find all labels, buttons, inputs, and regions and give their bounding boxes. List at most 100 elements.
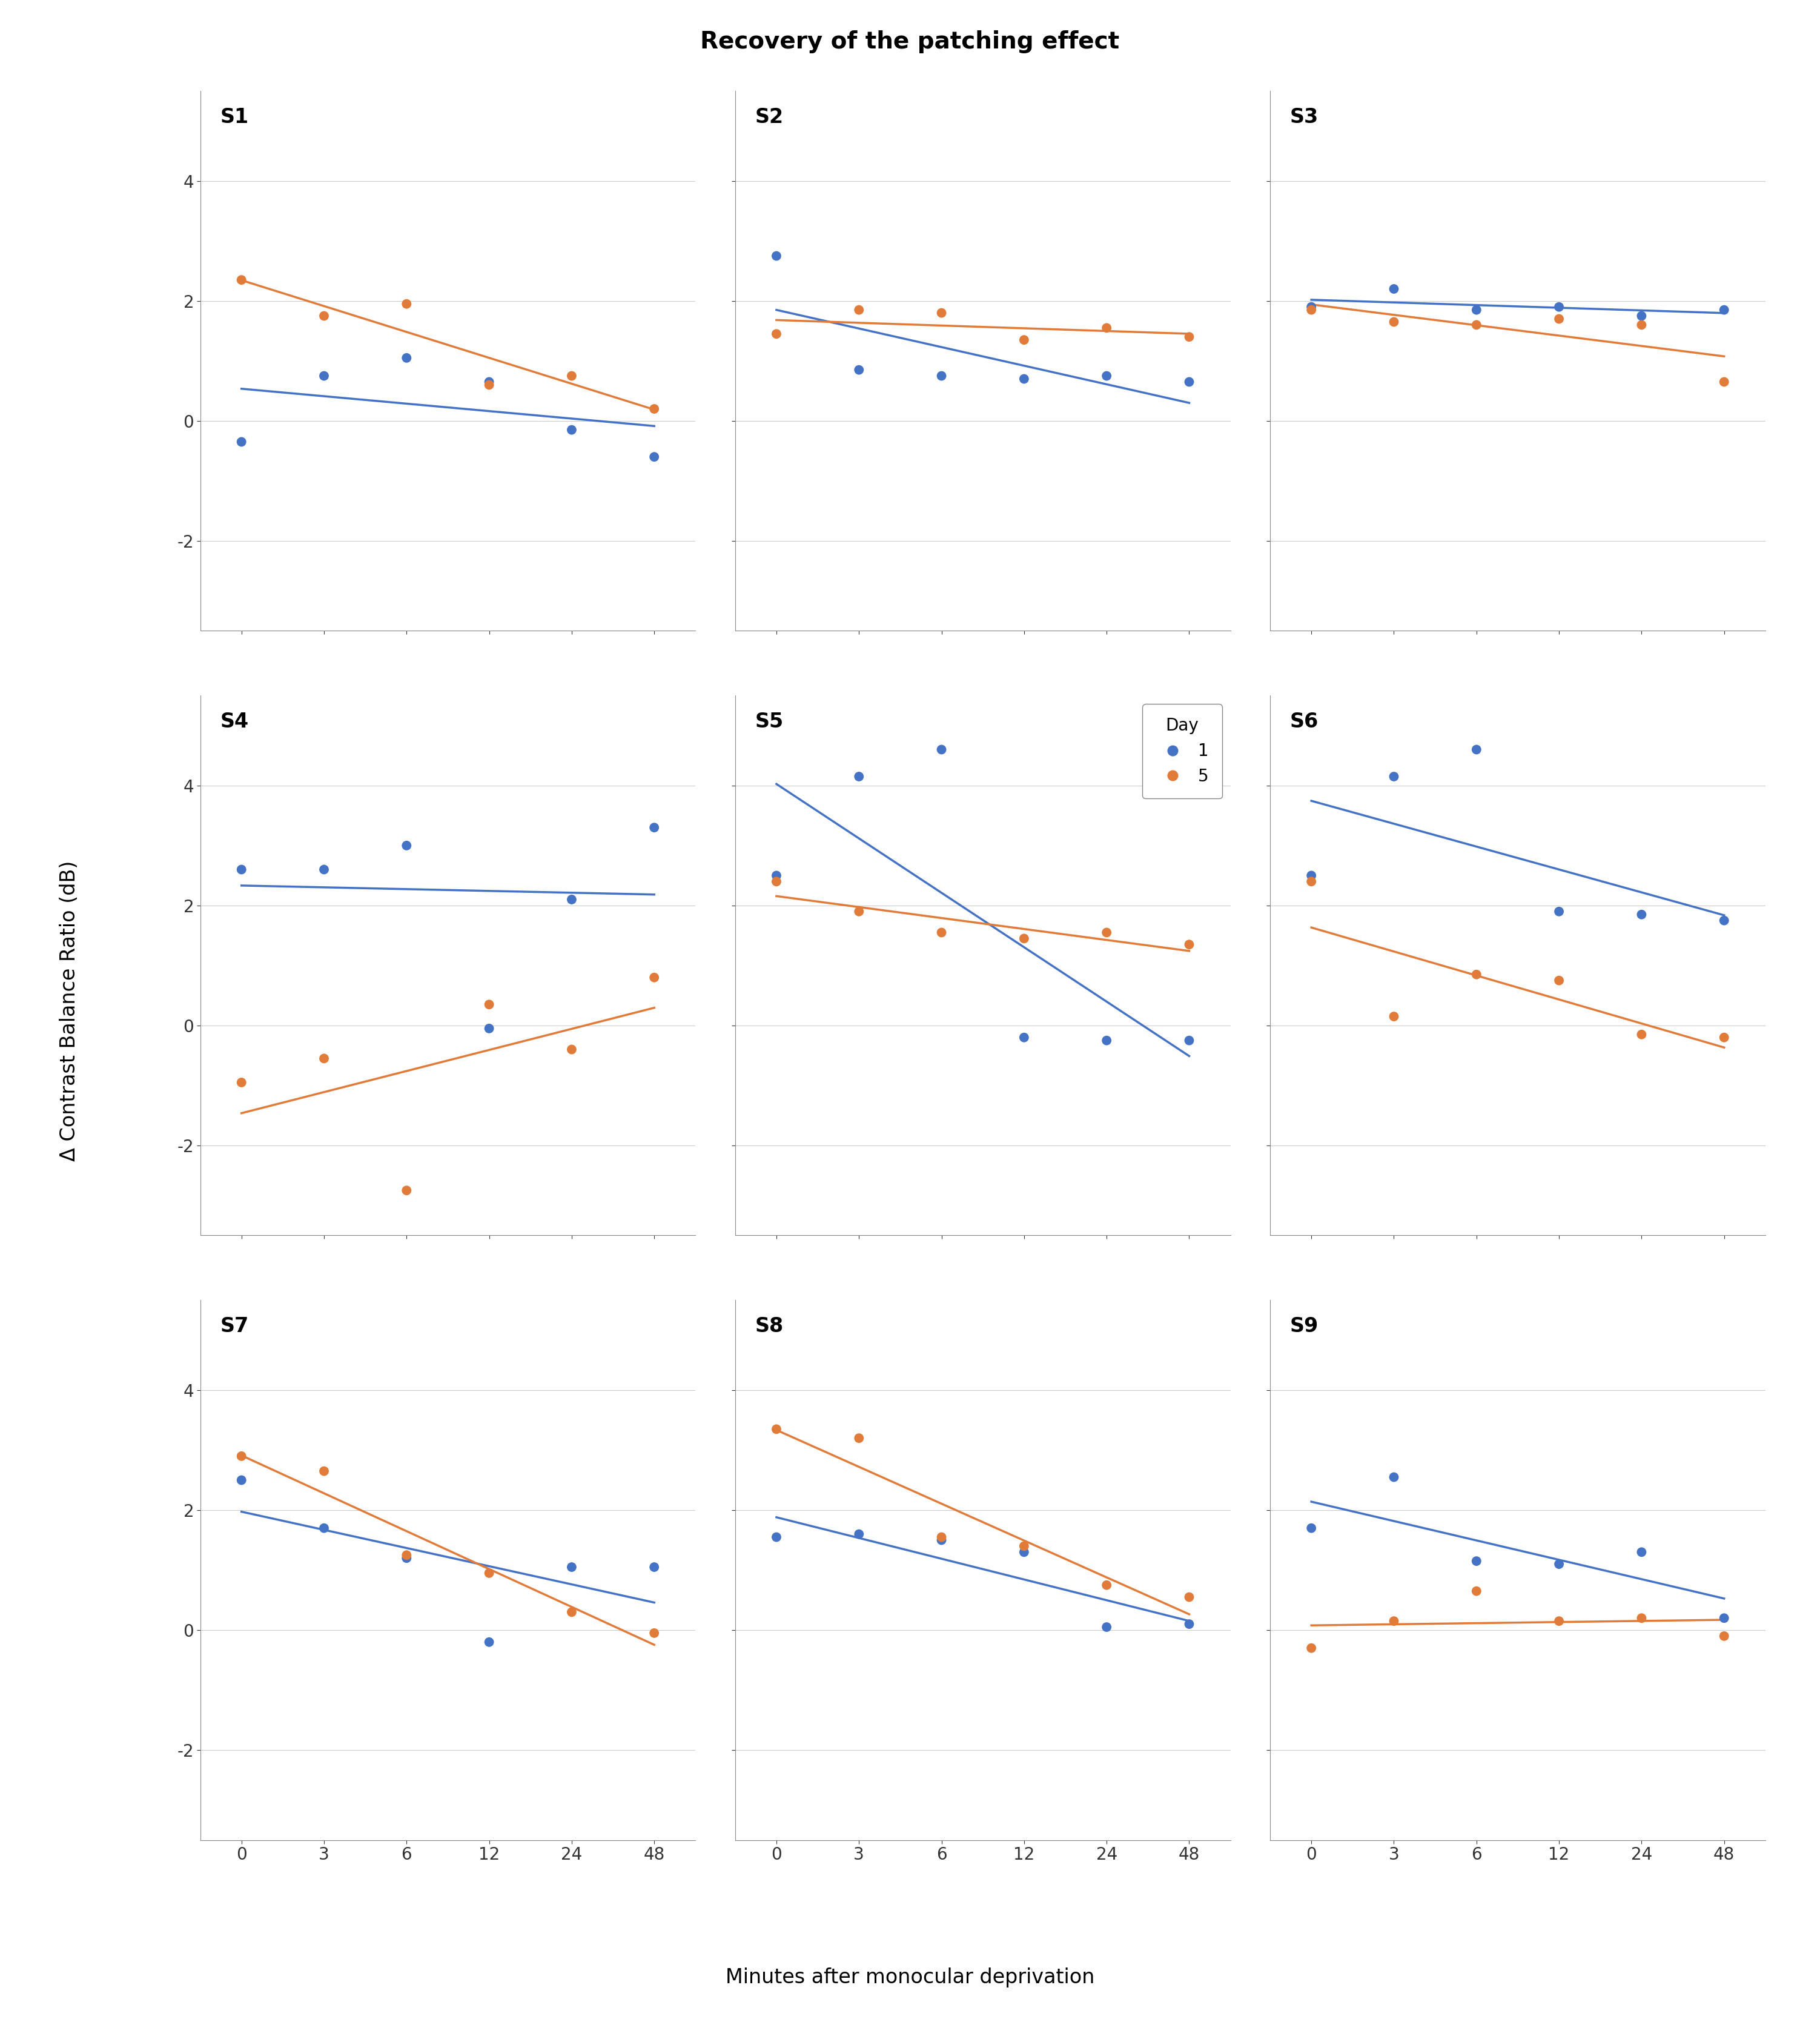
Point bbox=[1010, 922, 1039, 954]
Point bbox=[844, 293, 874, 326]
Point bbox=[1092, 360, 1121, 392]
Text: S1: S1 bbox=[220, 107, 249, 127]
Point bbox=[475, 1013, 504, 1045]
Point bbox=[557, 1033, 586, 1066]
Point bbox=[1380, 273, 1409, 305]
Point bbox=[844, 760, 874, 793]
Point bbox=[1092, 916, 1121, 948]
Point bbox=[1174, 1025, 1203, 1058]
Point bbox=[475, 368, 504, 400]
Point bbox=[1010, 1021, 1039, 1053]
Point bbox=[1174, 1607, 1203, 1640]
Point bbox=[1545, 303, 1574, 336]
Point bbox=[639, 811, 668, 843]
Point bbox=[844, 1519, 874, 1551]
Point bbox=[926, 1521, 956, 1553]
Point bbox=[1461, 1545, 1491, 1577]
Point bbox=[1627, 1019, 1656, 1051]
Point bbox=[763, 1413, 792, 1446]
Point bbox=[1298, 1512, 1327, 1545]
Point bbox=[1298, 291, 1327, 324]
Point bbox=[1545, 1605, 1574, 1638]
Point bbox=[1174, 321, 1203, 354]
Point bbox=[1380, 305, 1409, 338]
Point bbox=[763, 1521, 792, 1553]
Point bbox=[1380, 1001, 1409, 1033]
Point bbox=[639, 392, 668, 425]
Point bbox=[228, 1440, 257, 1472]
Point bbox=[309, 1512, 339, 1545]
Text: S5: S5 bbox=[755, 712, 784, 732]
Text: Recovery of the patching effect: Recovery of the patching effect bbox=[701, 30, 1119, 53]
Point bbox=[391, 1175, 420, 1207]
Point bbox=[228, 263, 257, 295]
Point bbox=[844, 354, 874, 386]
Point bbox=[844, 896, 874, 928]
Point bbox=[475, 989, 504, 1021]
Point bbox=[1627, 309, 1656, 342]
Point bbox=[926, 734, 956, 766]
Point bbox=[1010, 362, 1039, 394]
Text: S3: S3 bbox=[1290, 107, 1318, 127]
Point bbox=[1010, 1537, 1039, 1569]
Point bbox=[228, 1066, 257, 1098]
Text: S4: S4 bbox=[220, 712, 249, 732]
Point bbox=[1092, 1025, 1121, 1058]
Point bbox=[1092, 311, 1121, 344]
Point bbox=[1709, 1021, 1738, 1053]
Point bbox=[1461, 293, 1491, 326]
Legend: 1, 5: 1, 5 bbox=[1143, 704, 1221, 799]
Point bbox=[391, 829, 420, 861]
Point bbox=[1174, 928, 1203, 960]
Text: S8: S8 bbox=[755, 1316, 784, 1337]
Text: S6: S6 bbox=[1290, 712, 1318, 732]
Point bbox=[1709, 904, 1738, 936]
Point bbox=[1380, 760, 1409, 793]
Point bbox=[1010, 324, 1039, 356]
Point bbox=[1380, 1462, 1409, 1494]
Point bbox=[763, 859, 792, 892]
Point bbox=[228, 1464, 257, 1496]
Point bbox=[228, 853, 257, 886]
Point bbox=[639, 441, 668, 473]
Point bbox=[639, 960, 668, 993]
Point bbox=[1174, 1581, 1203, 1614]
Point bbox=[557, 1595, 586, 1628]
Point bbox=[557, 1551, 586, 1583]
Point bbox=[1627, 898, 1656, 930]
Point bbox=[926, 916, 956, 948]
Point bbox=[475, 1626, 504, 1658]
Point bbox=[844, 1421, 874, 1454]
Point bbox=[557, 884, 586, 916]
Point bbox=[1461, 734, 1491, 766]
Point bbox=[1545, 1549, 1574, 1581]
Point bbox=[391, 1543, 420, 1575]
Point bbox=[391, 1539, 420, 1571]
Text: S7: S7 bbox=[220, 1316, 249, 1337]
Point bbox=[1545, 291, 1574, 324]
Point bbox=[309, 1041, 339, 1074]
Point bbox=[1545, 896, 1574, 928]
Point bbox=[1461, 1575, 1491, 1607]
Point bbox=[1298, 859, 1327, 892]
Point bbox=[926, 1525, 956, 1557]
Point bbox=[1627, 1601, 1656, 1634]
Point bbox=[1709, 293, 1738, 326]
Point bbox=[1092, 1569, 1121, 1601]
Point bbox=[1709, 1601, 1738, 1634]
Point bbox=[309, 853, 339, 886]
Point bbox=[557, 415, 586, 447]
Point bbox=[639, 1551, 668, 1583]
Point bbox=[391, 342, 420, 374]
Point bbox=[228, 427, 257, 459]
Point bbox=[1461, 309, 1491, 342]
Text: S9: S9 bbox=[1290, 1316, 1318, 1337]
Point bbox=[475, 1557, 504, 1589]
Point bbox=[1380, 1605, 1409, 1638]
Point bbox=[763, 317, 792, 350]
Point bbox=[1010, 1531, 1039, 1563]
Point bbox=[1709, 1620, 1738, 1652]
Point bbox=[1461, 958, 1491, 991]
Point bbox=[639, 1618, 668, 1650]
Point bbox=[557, 360, 586, 392]
